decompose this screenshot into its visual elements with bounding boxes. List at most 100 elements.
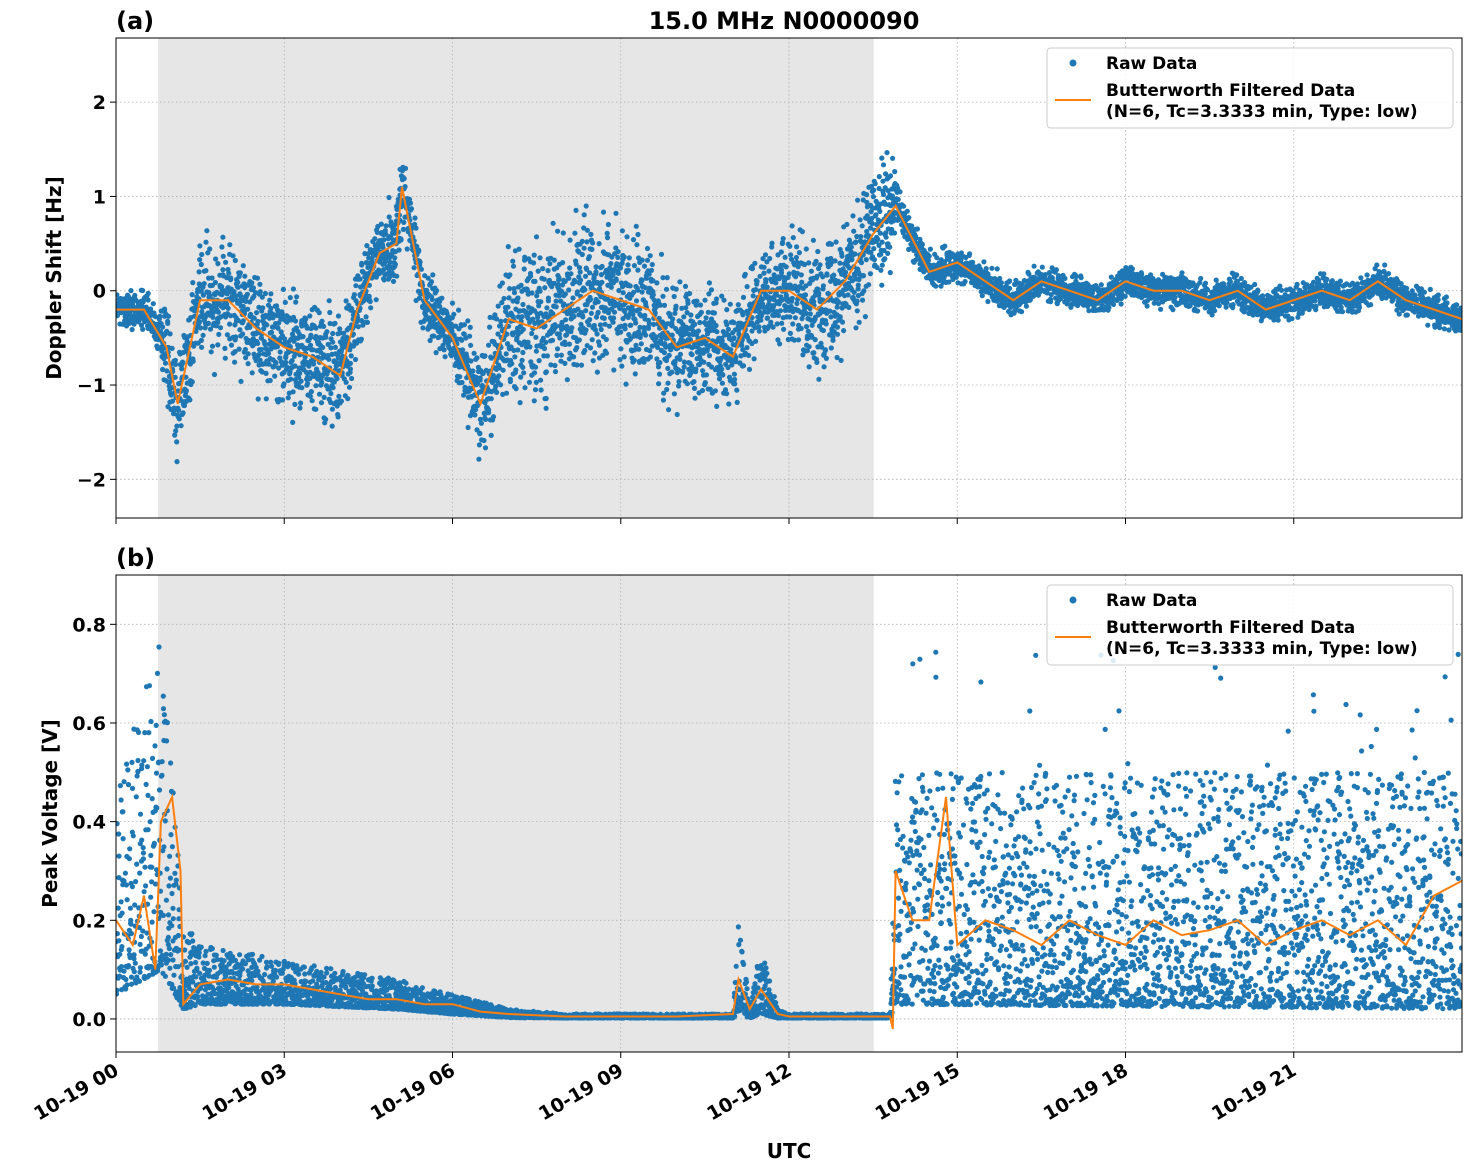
raw-point [616,249,621,254]
raw-point [568,271,573,276]
raw-point [228,275,233,280]
raw-point [615,255,620,260]
raw-point [704,372,709,377]
raw-point [336,414,341,419]
raw-point [837,261,842,266]
raw-point [294,294,299,299]
raw-point [220,235,225,240]
raw-point [881,162,886,167]
raw-point [650,262,655,267]
raw-point [585,228,590,233]
raw-point [846,305,851,310]
raw-point [165,321,170,326]
raw-point [634,242,639,247]
raw-point [828,314,833,319]
raw-point [359,337,364,342]
raw-point [313,383,318,388]
raw-point [245,307,250,312]
raw-point [510,259,515,264]
raw-point [691,379,696,384]
raw-point [850,213,855,218]
raw-point [669,370,674,375]
raw-point [888,270,893,275]
raw-point [412,215,417,220]
raw-point [661,398,666,403]
raw-point [611,367,616,372]
raw-point [574,345,579,350]
raw-point [662,350,667,355]
raw-point [462,322,467,327]
raw-point [628,323,633,328]
raw-point [588,297,593,302]
raw-point [963,279,968,284]
raw-point [570,295,575,300]
raw-point [237,347,242,352]
raw-point [665,275,670,280]
raw-point [597,343,602,348]
raw-point [1123,294,1128,299]
raw-point [860,223,865,228]
raw-point [779,267,784,272]
raw-point [467,334,472,339]
raw-point [301,334,306,339]
raw-point [1099,282,1104,287]
raw-point [450,301,455,306]
raw-point [592,350,597,355]
raw-point [1145,303,1150,308]
raw-point [783,255,788,260]
raw-point [267,298,272,303]
raw-point [762,265,767,270]
raw-point [321,324,326,329]
raw-point [349,376,354,381]
raw-point [146,291,151,296]
raw-point [278,349,283,354]
raw-point [1007,278,1012,283]
raw-point [359,261,364,266]
raw-point [664,287,669,292]
raw-point [574,362,579,367]
raw-point [642,264,647,269]
raw-point [714,404,719,409]
raw-point [272,374,277,379]
raw-point [522,385,527,390]
raw-point [412,265,417,270]
raw-point [229,343,234,348]
raw-point [319,319,324,324]
raw-point [724,322,729,327]
raw-point [481,438,486,443]
raw-point [890,156,895,161]
raw-point [608,261,613,266]
raw-point [897,189,902,194]
raw-point [162,307,167,312]
raw-point [317,392,322,397]
raw-point [566,287,571,292]
raw-point [197,319,202,324]
raw-point [878,268,883,273]
raw-point [590,305,595,310]
raw-point [305,381,310,386]
raw-point [821,328,826,333]
raw-point [1079,275,1084,280]
raw-point [460,347,465,352]
raw-point [882,256,887,261]
raw-point [163,361,168,366]
raw-point [773,280,778,285]
raw-point [981,259,986,264]
raw-point [1106,305,1111,310]
raw-point [724,391,729,396]
raw-point [544,369,549,374]
raw-point [685,381,690,386]
raw-point [672,294,677,299]
raw-point [871,188,876,193]
raw-point [1212,308,1217,313]
raw-point [403,166,408,171]
raw-point [857,320,862,325]
raw-point [268,378,273,383]
raw-point [851,229,856,234]
doppler-shift-panel: 210−1−2(a)Doppler Shift [Hz]Raw DataButt… [42,7,1465,524]
raw-point [542,277,547,282]
raw-point [429,279,434,284]
raw-point [599,280,604,285]
raw-point [468,325,473,330]
raw-point [829,345,834,350]
